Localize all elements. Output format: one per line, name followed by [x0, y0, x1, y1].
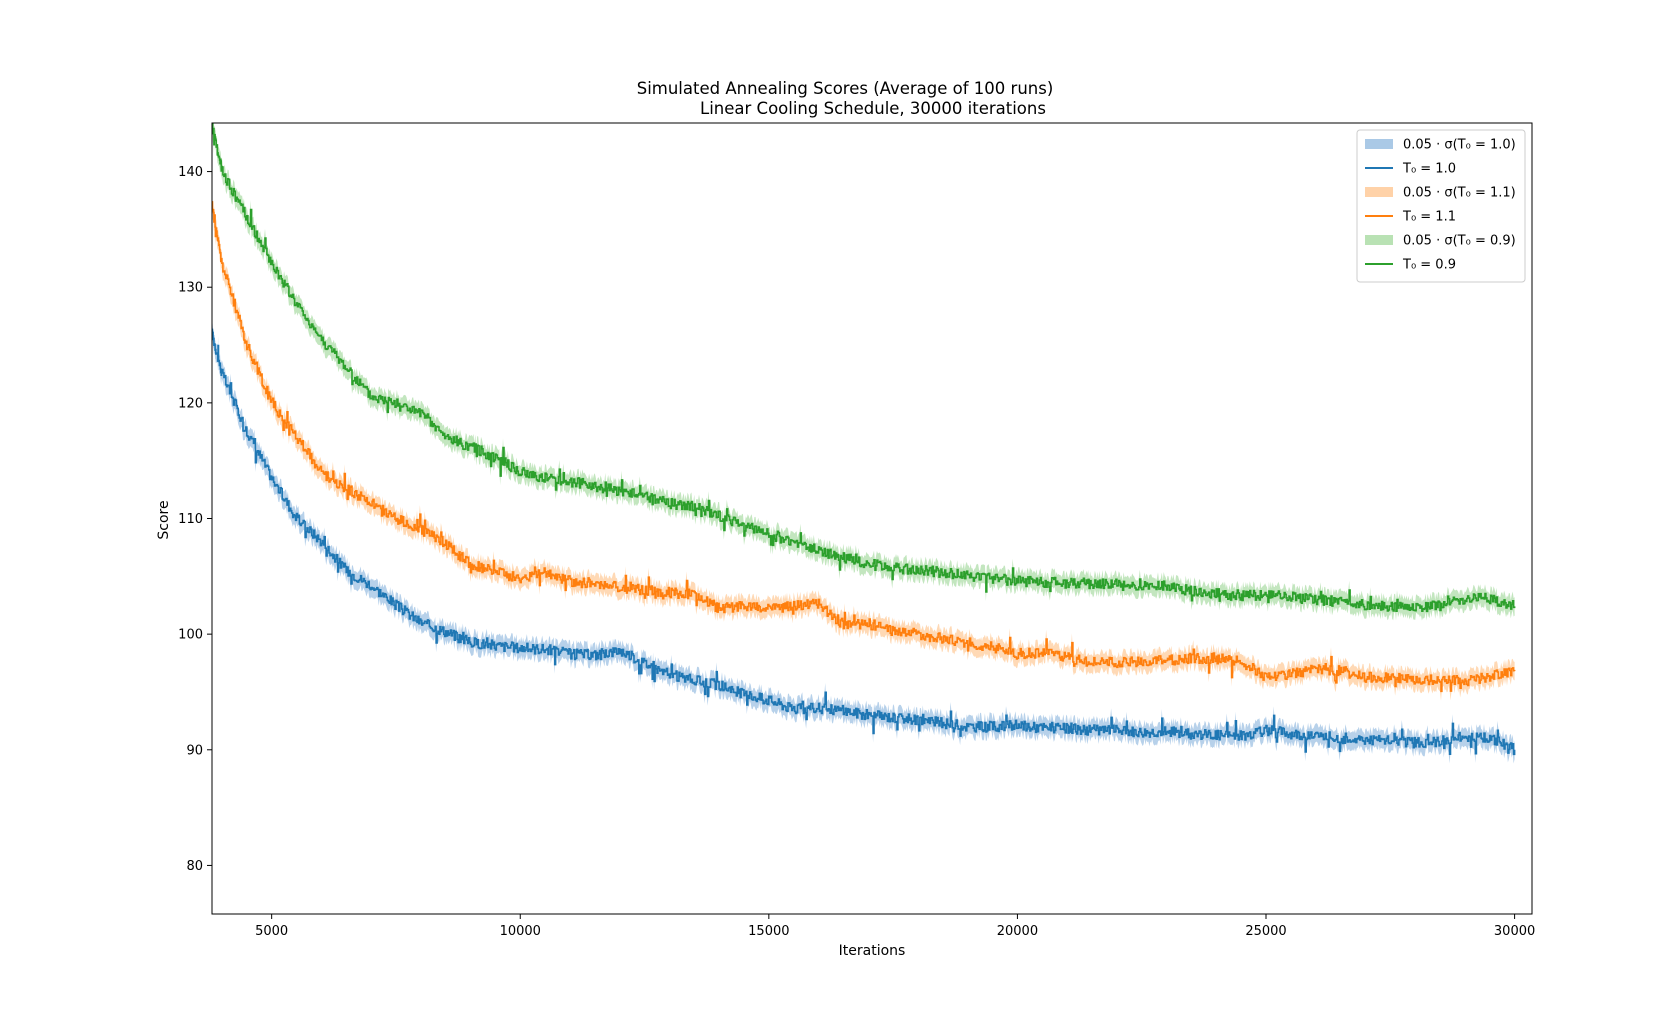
- legend-swatch-band-2: [1365, 235, 1393, 245]
- x-axis-label: Iterations: [839, 943, 906, 959]
- chart-subtitle: Linear Cooling Schedule, 30000 iteration…: [700, 99, 1046, 118]
- x-tick-label-2: 15000: [748, 924, 789, 939]
- legend-label-2: 0.05 · σ(T₀ = 1.1): [1403, 186, 1516, 201]
- legend-label-4: 0.05 · σ(T₀ = 0.9): [1403, 234, 1516, 249]
- y-tick-label-1: 90: [186, 743, 203, 758]
- y-axis-label: Score: [156, 500, 172, 539]
- x-tick-label-5: 30000: [1494, 924, 1535, 939]
- x-tick-label-1: 10000: [500, 924, 541, 939]
- series-lines: [212, 123, 1516, 756]
- legend-label-0: 0.05 · σ(T₀ = 1.0): [1403, 138, 1516, 153]
- legend-box: [1356, 129, 1526, 283]
- legend-label-1: T₀ = 1.0: [1402, 162, 1456, 177]
- chart-title: Simulated Annealing Scores (Average of 1…: [637, 79, 1054, 98]
- legend-swatch-band-1: [1365, 187, 1393, 197]
- legend-label-5: T₀ = 0.9: [1402, 258, 1456, 273]
- legend-label-3: T₀ = 1.1: [1402, 210, 1456, 225]
- y-tick-label-6: 140: [178, 165, 203, 180]
- line-series-1: [212, 201, 1516, 693]
- line-series-0: [212, 328, 1516, 756]
- x-tick-label-4: 25000: [1245, 924, 1286, 939]
- legend-swatch-band-0: [1365, 139, 1393, 149]
- y-tick-label-5: 130: [178, 281, 203, 296]
- x-axis: 5000 10000 15000 20000 25000 30000: [255, 914, 1535, 939]
- x-tick-label-3: 20000: [997, 924, 1038, 939]
- legend: 0.05 · σ(T₀ = 1.0) T₀ = 1.0 0.05 · σ(T₀ = …: [1356, 129, 1526, 283]
- x-tick-label-0: 5000: [255, 924, 288, 939]
- y-tick-label-3: 110: [178, 512, 203, 527]
- y-axis: 80 90 100 110 120 130 140: [178, 165, 212, 874]
- y-tick-label-4: 120: [178, 396, 203, 411]
- line-series-2: [212, 123, 1516, 613]
- y-tick-label-0: 80: [186, 859, 203, 874]
- y-tick-label-2: 100: [178, 628, 203, 643]
